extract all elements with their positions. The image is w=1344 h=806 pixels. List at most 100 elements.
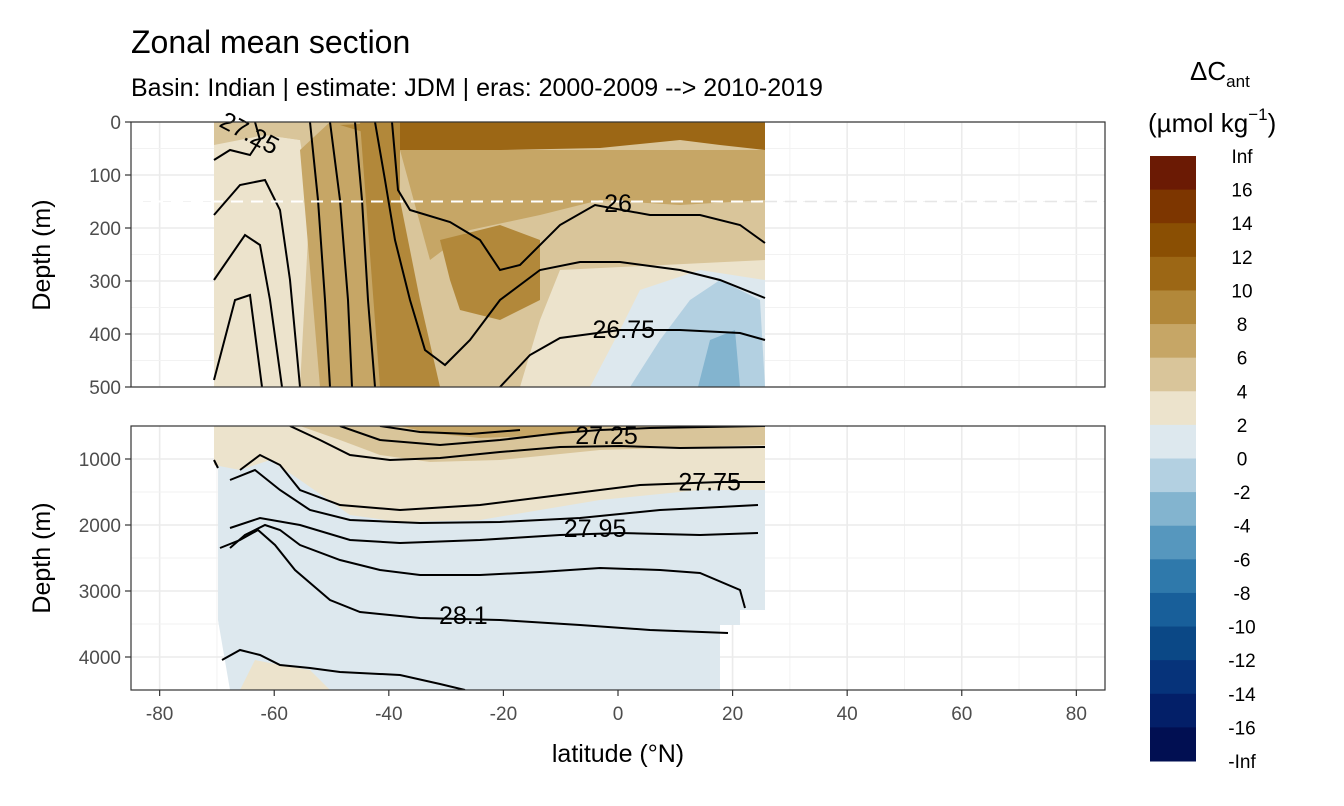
lower-contour-line xyxy=(239,453,765,512)
x-tick-label: 60 xyxy=(951,704,972,725)
upper-panel-border xyxy=(130,121,1106,388)
x-tick-label: 0 xyxy=(613,704,624,725)
y-tick-label: 500 xyxy=(89,378,121,399)
legend-swatch xyxy=(1150,256,1196,291)
legend-label: 14 xyxy=(1231,214,1253,235)
legend-swatch xyxy=(1150,660,1196,695)
legend-label: -8 xyxy=(1234,584,1251,605)
lower-contour-line xyxy=(219,528,729,634)
lower-contour-line xyxy=(229,516,759,545)
x-tick-label: -60 xyxy=(261,704,288,725)
lower-contour-line xyxy=(213,459,219,469)
upper-contour-line xyxy=(391,122,766,272)
legend-swatch xyxy=(1150,592,1196,628)
chart-title: Zonal mean section xyxy=(131,24,411,60)
legend-label: 12 xyxy=(1231,248,1252,269)
legend-label: -6 xyxy=(1234,550,1251,571)
legend-swatch xyxy=(1150,391,1196,426)
y-tick-label: 100 xyxy=(89,166,121,187)
legend-swatch xyxy=(1150,324,1196,359)
lower-contour-line xyxy=(289,426,766,462)
x-tick-label: 20 xyxy=(722,704,743,725)
upper-warm-lobe xyxy=(440,225,540,320)
legend-label: -12 xyxy=(1228,651,1255,672)
upper-contour-line xyxy=(213,293,263,387)
upper-density-contours xyxy=(213,122,766,387)
legend-label: Inf xyxy=(1231,147,1253,168)
y-tick-label: 300 xyxy=(89,272,121,293)
lower-contour-line xyxy=(221,648,466,690)
legend-label: 0 xyxy=(1237,450,1248,471)
legend-label: 4 xyxy=(1237,382,1248,403)
legend-swatch xyxy=(1150,223,1196,258)
upper-contour-line xyxy=(499,329,766,387)
lower-band-4 xyxy=(300,426,765,462)
y-axis-label-upper: Depth (m) xyxy=(28,199,56,310)
upper-surface-10 xyxy=(340,122,400,200)
legend-swatch xyxy=(1150,525,1196,560)
x-tick-label: -80 xyxy=(146,704,173,725)
upper-central-band xyxy=(400,150,765,260)
legend-swatch xyxy=(1150,189,1196,224)
legend-label: 2 xyxy=(1237,416,1248,437)
legend-swatch xyxy=(1150,424,1196,459)
x-axis-label: latitude (°N) xyxy=(552,740,684,768)
lower-contour-line xyxy=(379,426,521,436)
contour-label: 27.75 xyxy=(678,469,741,497)
legend-unit: (µmol kg−1) xyxy=(1148,105,1276,138)
y-tick-label: 400 xyxy=(89,325,121,346)
legend-title: ΔCant xyxy=(1190,56,1250,91)
x-tick-label: -40 xyxy=(375,704,402,725)
legend-label: 16 xyxy=(1231,181,1252,202)
legend-label: 8 xyxy=(1237,315,1248,336)
lower-deep-2 xyxy=(240,660,330,690)
contour-label: 26.75 xyxy=(592,316,655,344)
upper-east-minus6 xyxy=(698,330,740,387)
legend-swatch xyxy=(1150,357,1196,392)
upper-contour-line xyxy=(329,122,353,387)
y-axis-label-lower: Depth (m) xyxy=(28,502,56,613)
upper-surface-12 xyxy=(400,122,765,150)
y-tick-label: 1000 xyxy=(79,450,121,471)
legend-label: -16 xyxy=(1228,718,1255,739)
legend-swatch xyxy=(1150,492,1196,527)
lower-contour-line xyxy=(339,426,766,447)
lower-band-2 xyxy=(214,426,765,522)
legend-label: -Inf xyxy=(1228,752,1256,773)
legend-label: -14 xyxy=(1228,685,1256,706)
y-tick-label: 4000 xyxy=(79,648,121,669)
legend-swatch xyxy=(1150,458,1196,493)
x-tick-label: 40 xyxy=(837,704,858,725)
lower-contour-line xyxy=(229,468,759,525)
x-tick-label: 80 xyxy=(1066,704,1087,725)
upper-contour-line xyxy=(309,122,331,387)
y-tick-label: 3000 xyxy=(79,582,121,603)
lower-panel-fill xyxy=(214,426,765,690)
upper-contour-line xyxy=(374,122,766,367)
legend-swatch xyxy=(1150,156,1196,191)
contour-label: 28.1 xyxy=(439,602,488,630)
y-tick-label: 200 xyxy=(89,219,121,240)
legend-swatch xyxy=(1150,559,1196,594)
x-tick-label: -20 xyxy=(490,704,517,725)
upper-contour-line xyxy=(354,122,376,387)
legend-swatch xyxy=(1150,693,1196,728)
y-tick-label: 0 xyxy=(110,113,121,134)
contour-label: 26 xyxy=(604,190,632,218)
legend-swatch xyxy=(1150,727,1196,762)
legend-label: 10 xyxy=(1231,281,1252,302)
upper-contour-line xyxy=(213,233,283,387)
lower-density-contours xyxy=(213,426,766,690)
y-tick-label: 2000 xyxy=(79,516,121,537)
legend: ΔCant (µmol kg−1) Inf 16 14 12 10 8 6 4 2 0 -2 -4 -6… xyxy=(1148,56,1276,773)
contour-label: 27.95 xyxy=(564,515,627,543)
legend-label: -10 xyxy=(1228,618,1255,639)
chart-subtitle: Basin: Indian | estimate: JDM | eras: 20… xyxy=(131,74,823,102)
upper-contour-line xyxy=(213,178,301,387)
upper-band-8 xyxy=(360,122,440,387)
upper-southern-shallow xyxy=(214,122,300,145)
legend-swatch xyxy=(1150,626,1196,661)
legend-label: 6 xyxy=(1237,349,1248,370)
